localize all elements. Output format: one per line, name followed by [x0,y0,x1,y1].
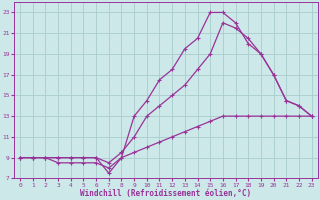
X-axis label: Windchill (Refroidissement éolien,°C): Windchill (Refroidissement éolien,°C) [80,189,252,198]
